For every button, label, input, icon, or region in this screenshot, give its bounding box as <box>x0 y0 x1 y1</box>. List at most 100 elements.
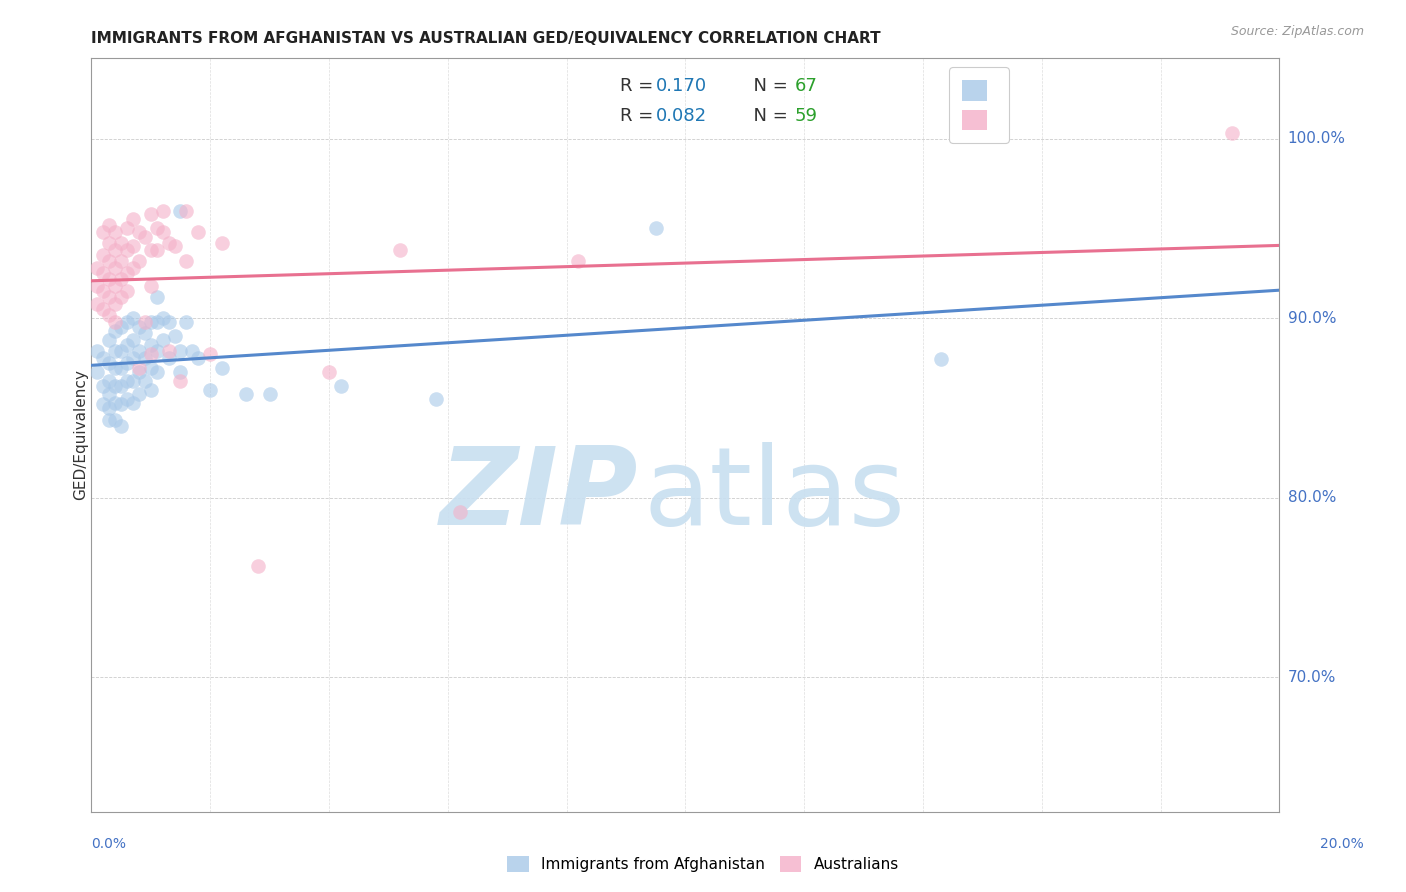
Legend: Immigrants from Afghanistan, Australians: Immigrants from Afghanistan, Australians <box>499 848 907 880</box>
Point <box>929 352 952 367</box>
Point <box>104 297 127 311</box>
Point <box>110 343 132 358</box>
Point <box>98 374 121 388</box>
Point <box>86 260 108 275</box>
Point <box>181 343 204 358</box>
Point <box>110 235 132 250</box>
Point <box>152 311 174 326</box>
Point <box>644 221 666 235</box>
Point <box>145 343 167 358</box>
Point <box>128 320 150 334</box>
Point <box>98 356 121 370</box>
Text: R =: R = <box>620 107 659 125</box>
Point <box>122 351 145 365</box>
Point <box>115 285 138 299</box>
Point <box>110 253 132 268</box>
Y-axis label: GED/Equivalency: GED/Equivalency <box>73 369 87 500</box>
Point <box>104 260 127 275</box>
Point <box>128 225 150 239</box>
Point <box>425 392 447 406</box>
Point <box>122 374 145 388</box>
Point <box>567 253 589 268</box>
Point <box>91 351 114 365</box>
Point <box>110 320 132 334</box>
Point <box>139 243 162 257</box>
Text: 100.0%: 100.0% <box>1288 131 1346 146</box>
Point <box>104 243 127 257</box>
Point <box>134 315 156 329</box>
Point <box>139 207 162 221</box>
Point <box>139 383 162 397</box>
Point <box>86 365 108 379</box>
Point <box>110 290 132 304</box>
Point <box>157 343 180 358</box>
Point <box>110 271 132 285</box>
Point <box>98 386 121 401</box>
Point <box>122 260 145 275</box>
Point <box>104 395 127 409</box>
Point <box>128 343 150 358</box>
Point <box>329 379 352 393</box>
Point <box>152 203 174 218</box>
Point <box>152 333 174 347</box>
Text: N =: N = <box>742 107 794 125</box>
Point <box>98 413 121 427</box>
Point <box>169 343 191 358</box>
Point <box>318 365 340 379</box>
Point <box>200 347 222 361</box>
Point <box>134 230 156 244</box>
Point <box>122 239 145 253</box>
Point <box>187 225 209 239</box>
Point <box>187 351 209 365</box>
Point <box>139 279 162 293</box>
Point <box>98 253 121 268</box>
Text: ZIP: ZIP <box>440 442 638 549</box>
Point <box>115 266 138 280</box>
Point <box>98 401 121 415</box>
Point <box>98 235 121 250</box>
Point <box>98 308 121 322</box>
Point <box>211 361 233 376</box>
Point <box>128 386 150 401</box>
Text: 59: 59 <box>794 107 818 125</box>
Point <box>98 290 121 304</box>
Text: R =: R = <box>620 77 659 95</box>
Point <box>91 302 114 317</box>
Text: 70.0%: 70.0% <box>1288 670 1336 685</box>
Point <box>200 383 222 397</box>
Text: IMMIGRANTS FROM AFGHANISTAN VS AUSTRALIAN GED/EQUIVALENCY CORRELATION CHART: IMMIGRANTS FROM AFGHANISTAN VS AUSTRALIA… <box>91 31 882 46</box>
Point <box>86 279 108 293</box>
Point <box>1220 127 1243 141</box>
Point <box>134 351 156 365</box>
Point <box>163 329 186 343</box>
Point <box>104 379 127 393</box>
Point <box>122 212 145 227</box>
Point <box>104 343 127 358</box>
Point <box>98 218 121 232</box>
Point <box>91 379 114 393</box>
Point <box>104 279 127 293</box>
Point <box>115 315 138 329</box>
Point <box>86 343 108 358</box>
Point <box>169 365 191 379</box>
Point <box>86 297 108 311</box>
Text: 0.082: 0.082 <box>655 107 707 125</box>
Point <box>246 558 269 573</box>
Point <box>169 203 191 218</box>
Point <box>176 203 198 218</box>
Point <box>145 221 167 235</box>
Point <box>91 225 114 239</box>
Point <box>115 221 138 235</box>
Point <box>128 365 150 379</box>
Point <box>235 386 257 401</box>
Point <box>169 374 191 388</box>
Point <box>104 361 127 376</box>
Point <box>139 361 162 376</box>
Point <box>139 347 162 361</box>
Point <box>104 413 127 427</box>
Point <box>157 315 180 329</box>
Text: 0.170: 0.170 <box>655 77 707 95</box>
Point <box>115 392 138 406</box>
Legend: , : , <box>949 67 1010 143</box>
Point <box>91 266 114 280</box>
